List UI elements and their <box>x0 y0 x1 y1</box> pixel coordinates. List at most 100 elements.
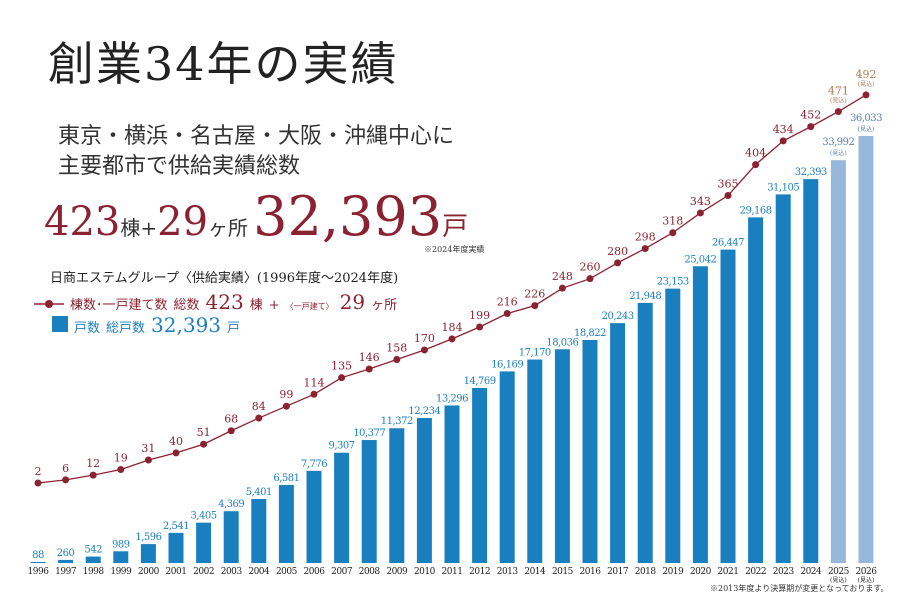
buildings-unit: 棟 <box>120 216 141 240</box>
x-tick-2012: 2012 <box>469 567 490 577</box>
line-point-2011 <box>448 335 456 343</box>
x-tick-2024: 2024 <box>800 567 822 577</box>
bar-label-1997: 260 <box>57 548 75 559</box>
line-point-2022 <box>752 161 760 169</box>
line-label-2017: 280 <box>607 245 628 258</box>
bar-label-2020: 25,042 <box>684 254 716 265</box>
bar-forecast-mark: (見込) <box>830 149 847 157</box>
line-label-2025: 471 <box>828 85 849 98</box>
x-tick-2003: 2003 <box>221 567 243 577</box>
line-label-2010: 170 <box>414 332 435 345</box>
line-point-2000 <box>144 456 152 464</box>
bar-2021 <box>720 249 736 564</box>
line-label-2015: 248 <box>552 270 573 283</box>
x-tick-2010: 2010 <box>414 567 436 577</box>
bar-label-2010: 12,234 <box>408 406 440 417</box>
bar-2001 <box>168 532 184 563</box>
line-label-1996: 2 <box>35 465 42 478</box>
line-marker-icon <box>34 300 64 308</box>
line-point-2012 <box>476 323 484 331</box>
bar-label-2007: 9,307 <box>329 441 355 452</box>
x-tick-1998: 1998 <box>83 567 105 577</box>
headline-note: ※2024年度実績 <box>424 245 485 254</box>
plus-sign: + <box>140 216 158 240</box>
line-label-2023: 434 <box>773 123 794 136</box>
bar-2015 <box>554 349 570 563</box>
x-tick-2015: 2015 <box>552 567 574 577</box>
x-tick-2006: 2006 <box>304 567 326 577</box>
bar-2023 <box>775 194 791 563</box>
line-label-2016: 260 <box>580 261 601 274</box>
x-tick-2000: 2000 <box>138 567 160 577</box>
page-title: 創業34年の実績 <box>48 37 399 91</box>
bar-2009 <box>389 428 405 563</box>
bar-label-2023: 31,105 <box>767 182 799 193</box>
bar-2004 <box>251 498 267 563</box>
bar-2022 <box>748 217 764 564</box>
line-point-2002 <box>200 440 208 448</box>
sites-unit: ヶ所 <box>208 216 249 240</box>
legend-sub-label: 〈一戸建て〉 <box>285 302 334 311</box>
line-point-1999 <box>117 466 125 474</box>
line-point-2013 <box>503 310 511 318</box>
line-label-2022: 404 <box>745 147 766 160</box>
bar-label-1999: 989 <box>112 539 130 550</box>
x-tick-forecast-mark: (見込) <box>830 576 847 584</box>
line-point-2003 <box>227 427 235 435</box>
bar-2018 <box>637 302 653 563</box>
bar-2002 <box>196 522 212 563</box>
bar-label-2022: 29,168 <box>740 205 772 216</box>
line-label-2021: 365 <box>718 178 739 191</box>
line-point-2008 <box>365 365 373 373</box>
bar-2008 <box>361 440 377 563</box>
bar-1996 <box>30 561 46 563</box>
x-tick-2011: 2011 <box>442 567 463 577</box>
bar-1997 <box>58 559 74 563</box>
bar-label-2001: 2,541 <box>163 521 189 532</box>
x-tick-2025: 2025 <box>828 567 850 577</box>
x-tick-2002: 2002 <box>193 567 214 577</box>
legend-line-unit: 棟 <box>249 298 263 313</box>
x-tick-2009: 2009 <box>386 567 408 577</box>
x-tick-2007: 2007 <box>331 567 353 577</box>
bar-label-2003: 4,369 <box>218 499 244 510</box>
line-label-2013: 216 <box>497 296 518 309</box>
bar-2016 <box>582 339 598 563</box>
line-point-2020 <box>696 209 704 217</box>
x-tick-2016: 2016 <box>580 567 602 577</box>
legend-line: 棟数･一戸建て数 総数 423 棟 + 〈一戸建て〉 29 ヶ所 <box>34 290 397 314</box>
bar-2024 <box>803 179 819 563</box>
line-label-1997: 6 <box>62 462 69 475</box>
line-label-2005: 99 <box>279 388 293 401</box>
legend-bar-total: 32,393 <box>151 313 222 337</box>
x-tick-2001: 2001 <box>166 567 187 577</box>
line-point-2026 <box>862 91 870 99</box>
bar-label-2026: 36,033 <box>850 113 882 124</box>
x-tick-2026: 2026 <box>856 567 878 577</box>
x-tick-2020: 2020 <box>690 567 712 577</box>
legend-line-label: 棟数･一戸建て数 <box>70 298 168 313</box>
bar-label-2000: 1,596 <box>135 532 161 543</box>
line-label-2020: 343 <box>690 195 711 208</box>
units-unit: 戸 <box>442 212 469 242</box>
bar-label-2004: 5,401 <box>246 487 272 498</box>
line-point-2017 <box>614 259 622 267</box>
bar-label-2016: 18,822 <box>574 328 606 339</box>
x-tick-forecast-mark: (見込) <box>858 576 875 584</box>
bar-2006 <box>306 470 322 563</box>
line-forecast-mark: (見込) <box>830 97 847 105</box>
line-label-2019: 318 <box>662 215 683 228</box>
x-tick-2004: 2004 <box>248 567 270 577</box>
bar-label-2025: 33,992 <box>822 137 854 148</box>
x-tick-2019: 2019 <box>662 567 684 577</box>
legend-sub-unit: ヶ所 <box>371 298 398 313</box>
line-point-2010 <box>420 346 428 354</box>
subtitle-line1: 東京・横浜・名古屋・大阪・沖縄中心に <box>58 124 455 149</box>
line-label-2018: 298 <box>635 231 656 244</box>
line-point-1998 <box>89 471 97 479</box>
line-point-2024 <box>807 123 815 131</box>
line-point-2005 <box>282 402 290 410</box>
line-point-2021 <box>724 192 732 200</box>
bar-2010 <box>416 418 432 563</box>
x-tick-2022: 2022 <box>745 567 766 577</box>
